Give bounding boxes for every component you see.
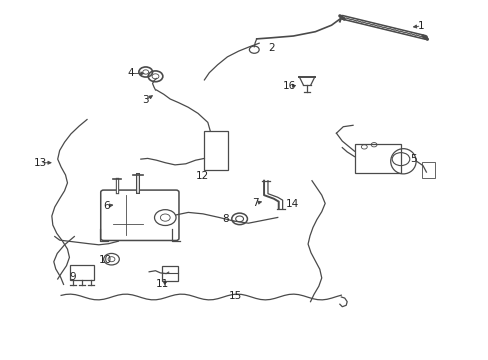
Bar (70, 265, 94, 280)
Text: 11: 11 (155, 279, 169, 289)
Text: 10: 10 (99, 255, 111, 265)
Text: 4: 4 (127, 68, 134, 78)
Text: 16: 16 (282, 81, 296, 91)
Bar (421, 162, 434, 178)
Bar (204, 131, 227, 170)
Text: 13: 13 (33, 158, 47, 168)
Bar (162, 266, 178, 281)
Text: 7: 7 (251, 198, 258, 208)
Text: 3: 3 (142, 95, 149, 105)
Text: 5: 5 (409, 154, 416, 164)
Text: 6: 6 (103, 201, 110, 211)
Text: 9: 9 (69, 272, 76, 282)
Text: 12: 12 (196, 171, 209, 181)
Bar (354, 144, 400, 173)
Text: 2: 2 (267, 42, 274, 53)
Text: 8: 8 (222, 214, 229, 224)
Text: 15: 15 (228, 291, 242, 301)
Text: 14: 14 (285, 199, 299, 210)
Text: 1: 1 (417, 21, 424, 31)
